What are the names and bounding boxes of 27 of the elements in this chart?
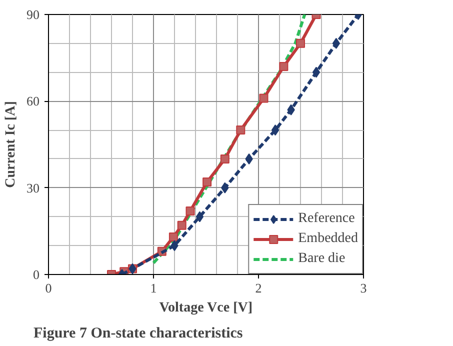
- point: [332, 38, 340, 49]
- point: [312, 66, 320, 78]
- y-tick-label: 0: [33, 267, 40, 282]
- legend-label: Embedded: [298, 231, 358, 247]
- point: [220, 154, 230, 164]
- point: [279, 62, 288, 71]
- point: [168, 232, 178, 242]
- caption: Figure 7 On-state characteristics: [34, 326, 243, 342]
- point: [271, 124, 280, 136]
- point: [202, 178, 212, 187]
- point: [177, 220, 186, 230]
- x-axis-title: Voltage Vce [V]: [159, 300, 253, 316]
- y-tick-label: 30: [26, 180, 40, 196]
- y-tick-label: 90: [26, 7, 40, 22]
- point: [236, 126, 246, 135]
- point: [196, 211, 204, 222]
- point: [186, 206, 195, 216]
- x-tick-label: 0: [45, 280, 52, 296]
- x-tick-label: 1: [150, 280, 157, 296]
- y-axis-title: Current Ic [A]: [4, 101, 18, 188]
- y-tick-label: 60: [26, 94, 40, 109]
- x-tick-label: 2: [255, 280, 262, 296]
- point: [259, 94, 268, 103]
- x-tick-label: 3: [360, 280, 367, 296]
- point: [296, 38, 305, 48]
- legend-label: Bare die: [298, 251, 346, 267]
- legend-label: Reference: [298, 211, 355, 227]
